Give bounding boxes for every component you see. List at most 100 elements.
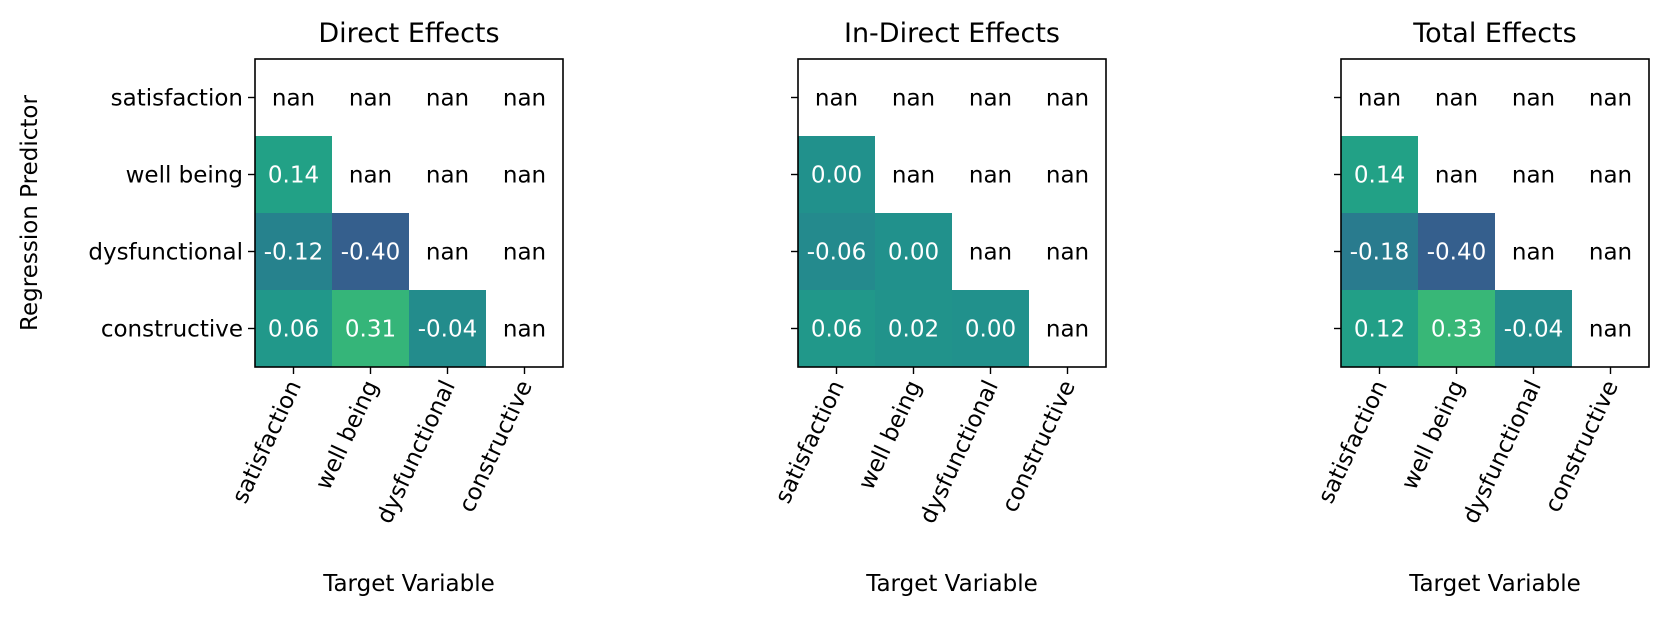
heatmap-cell [1341, 136, 1418, 213]
cell-label: nan [1435, 86, 1478, 112]
cell-label: nan [426, 163, 469, 189]
heatmap-cell [486, 59, 563, 136]
cell-label: -0.04 [1504, 317, 1564, 343]
heatmap-cell [1572, 136, 1649, 213]
cell-label: 0.06 [811, 317, 862, 343]
heatmap-cell [952, 59, 1029, 136]
y-tick-label: well being [126, 163, 243, 189]
cell-label: 0.02 [888, 317, 939, 343]
heatmap-cell [332, 290, 409, 367]
cell-label: 0.12 [1354, 317, 1405, 343]
cell-label: nan [892, 163, 935, 189]
x-tick-label: constructive [454, 377, 538, 517]
heatmap-cell [875, 59, 952, 136]
cell-label: -0.40 [341, 240, 401, 266]
heatmap-cell [1495, 290, 1572, 367]
cell-label: nan [349, 86, 392, 112]
cell-label: nan [1589, 86, 1632, 112]
cell-label: nan [426, 86, 469, 112]
y-tick-label: constructive [101, 317, 243, 343]
heatmap-cell [1495, 59, 1572, 136]
heatmap-cell [952, 213, 1029, 290]
heatmap-cell [1495, 136, 1572, 213]
cell-label: 0.06 [268, 317, 319, 343]
x-tick-label: dysfunctional [915, 377, 1004, 528]
cell-label: -0.18 [1350, 240, 1410, 266]
x-tick-label: constructive [1540, 377, 1624, 517]
panel-direct-effects: nan nan nan nan 0.14 nan nan nan -0.12 -0.40 nan na… [88, 18, 564, 597]
heatmap-cell [1418, 59, 1495, 136]
cell-label: nan [1589, 163, 1632, 189]
heatmap-cell [1572, 59, 1649, 136]
cell-label: nan [1589, 240, 1632, 266]
heatmap-cell [798, 290, 875, 367]
panel-title: Total Effects [1412, 18, 1576, 49]
panel-total-effects: nan nan nan nan 0.14 nan nan nan -0.18 -0.40 nan na… [1313, 18, 1650, 597]
x-tick-label: dysfunctional [1458, 377, 1547, 528]
cell-label: nan [1589, 317, 1632, 343]
y-axis-label: Regression Predictor [17, 95, 43, 331]
x-tick-label: well being [311, 377, 384, 494]
cell-label: 0.14 [268, 163, 319, 189]
cell-label: nan [969, 163, 1012, 189]
panel-title: Direct Effects [318, 18, 499, 49]
cell-label: nan [1512, 240, 1555, 266]
heatmap-cell [1341, 213, 1418, 290]
x-tick-label: satisfaction [227, 377, 307, 508]
cell-label: nan [1358, 86, 1401, 112]
heatmap-cell [409, 136, 486, 213]
cell-label: 0.14 [1354, 163, 1405, 189]
y-tick-label: satisfaction [111, 86, 243, 112]
cell-label: nan [1046, 163, 1089, 189]
heatmap-cell [409, 213, 486, 290]
plot-frame [254, 58, 564, 368]
heatmap-cell [1029, 290, 1106, 367]
cell-label: nan [503, 86, 546, 112]
heatmap-cell [332, 213, 409, 290]
heatmap-cell [875, 290, 952, 367]
heatmap-cell [255, 290, 332, 367]
heatmap-cell [798, 59, 875, 136]
cell-label: nan [349, 163, 392, 189]
heatmap-cell [1495, 213, 1572, 290]
heatmap-cell [798, 213, 875, 290]
cell-label: nan [1046, 317, 1089, 343]
x-tick-label: satisfaction [770, 377, 850, 508]
heatmap-cell [255, 213, 332, 290]
x-tick-label: dysfunctional [372, 377, 461, 528]
heatmap-cell [255, 59, 332, 136]
cell-label: nan [969, 240, 1012, 266]
heatmap-cell [875, 213, 952, 290]
heatmap-cell [486, 136, 563, 213]
x-axis-label: Target Variable [865, 571, 1038, 597]
x-tick-label: well being [1397, 377, 1470, 494]
plot-frame [797, 58, 1107, 368]
heatmap-cell [798, 136, 875, 213]
x-axis-label: Target Variable [1408, 571, 1581, 597]
cell-label: nan [969, 86, 1012, 112]
heatmap-cell [409, 59, 486, 136]
x-tick-label: constructive [997, 377, 1081, 517]
cell-label: 0.31 [345, 317, 396, 343]
heatmap-cell [486, 290, 563, 367]
x-tick-label: satisfaction [1313, 377, 1393, 508]
heatmap-cell [1418, 213, 1495, 290]
cell-label: nan [1046, 240, 1089, 266]
cell-label: nan [503, 240, 546, 266]
heatmap-cell [952, 136, 1029, 213]
cell-label: -0.06 [807, 240, 867, 266]
cell-label: -0.04 [418, 317, 478, 343]
cell-label: 0.00 [965, 317, 1016, 343]
cell-label: nan [503, 317, 546, 343]
x-axis-label: Target Variable [322, 571, 495, 597]
heatmap-cell [1029, 59, 1106, 136]
plot-frame [1340, 58, 1650, 368]
heatmap-cell [1418, 136, 1495, 213]
cell-label: -0.40 [1427, 240, 1487, 266]
y-tick-label: dysfunctional [88, 240, 243, 266]
cell-label: nan [1046, 86, 1089, 112]
heatmap-cell [952, 290, 1029, 367]
cell-label: nan [1512, 86, 1555, 112]
heatmap-cell [1572, 213, 1649, 290]
